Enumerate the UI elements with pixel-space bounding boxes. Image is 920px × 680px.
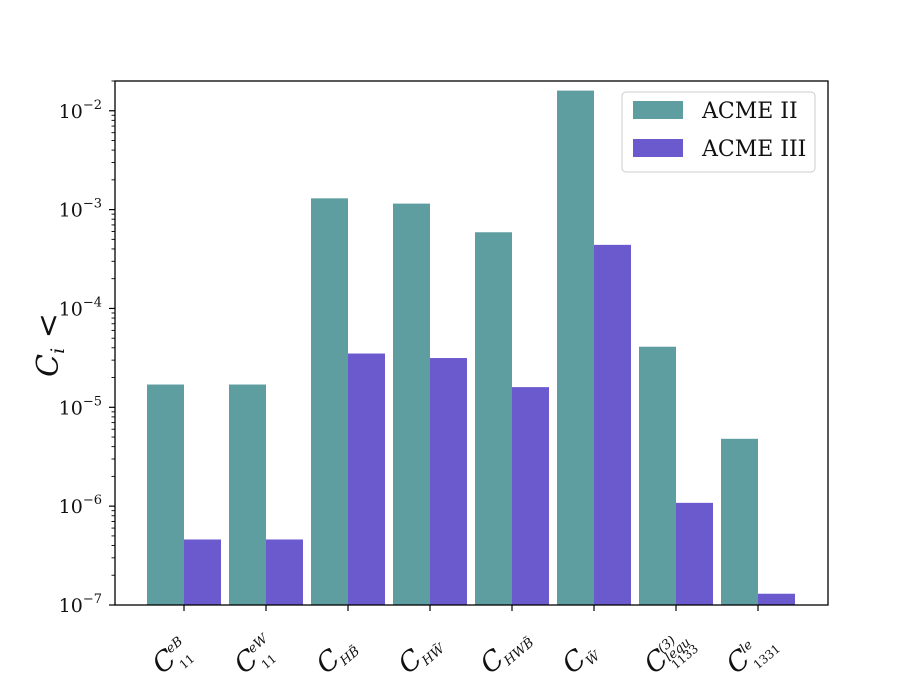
bar-acme-ii-6 bbox=[639, 346, 676, 605]
plot-frame bbox=[114, 80, 829, 606]
bar-acme-iii-6 bbox=[676, 502, 713, 605]
y-tick-label: 10−2 bbox=[59, 98, 102, 123]
bar-acme-ii-0 bbox=[147, 384, 184, 605]
bar-acme-iii-5 bbox=[594, 244, 631, 606]
bar-acme-ii-2 bbox=[311, 198, 348, 606]
bar-acme-iii-7 bbox=[758, 593, 795, 605]
bar-acme-ii-1 bbox=[229, 384, 266, 605]
legend: ACME II ACME III bbox=[621, 91, 816, 173]
y-axis: 10−7 10−6 10−5 10−4 10−3 10−2 bbox=[59, 80, 115, 617]
x-tick-label: CHB̃ bbox=[311, 643, 364, 680]
legend-label-1: ACME III bbox=[701, 137, 806, 162]
bar-acme-ii-4 bbox=[475, 232, 512, 605]
bar-acme-iii-4 bbox=[512, 387, 549, 605]
x-tick-label-sub: 1331 bbox=[751, 642, 783, 672]
y-tick-label: 10−3 bbox=[59, 197, 102, 222]
legend-swatch-1 bbox=[633, 139, 683, 157]
y-tick-label: 10−7 bbox=[59, 592, 102, 617]
y-axis-label: Ci < bbox=[31, 313, 69, 377]
bar-acme-ii-3 bbox=[393, 203, 430, 606]
y-tick-label: 10−4 bbox=[59, 295, 102, 320]
x-tick-label: CW̃ bbox=[557, 643, 605, 680]
bars-group bbox=[147, 90, 795, 606]
y-tick-label: 10−5 bbox=[59, 394, 102, 419]
legend-label-0: ACME II bbox=[701, 99, 798, 124]
bar-acme-ii-7 bbox=[721, 438, 758, 605]
legend-swatch-0 bbox=[633, 101, 683, 119]
y-tick-label: 10−6 bbox=[59, 493, 102, 518]
x-tick-label: CHW̃ bbox=[393, 639, 450, 680]
bar-acme-iii-3 bbox=[430, 358, 467, 605]
bar-acme-iii-2 bbox=[348, 353, 385, 605]
bar-acme-iii-0 bbox=[184, 539, 221, 605]
bar-acme-iii-1 bbox=[266, 539, 303, 605]
bar-acme-ii-5 bbox=[557, 90, 594, 606]
